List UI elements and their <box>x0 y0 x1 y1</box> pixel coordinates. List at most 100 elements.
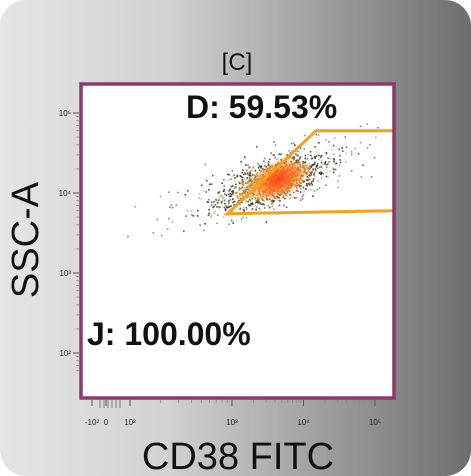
scatter-point <box>241 186 243 188</box>
scatter-point <box>251 169 253 172</box>
scatter-point <box>255 209 257 211</box>
scatter-point <box>170 204 173 206</box>
scatter-point <box>244 190 247 193</box>
scatter-point <box>238 200 240 202</box>
scatter-point <box>156 218 158 221</box>
scatter-point <box>318 134 320 136</box>
scatter-point <box>229 195 232 198</box>
scatter-point <box>227 200 230 202</box>
scatter-point <box>238 189 240 191</box>
scatter-point <box>289 197 291 200</box>
scatter-point <box>221 194 223 197</box>
scatter-point <box>232 190 234 193</box>
scatter-point <box>229 188 231 191</box>
scatter-point <box>224 207 227 210</box>
scatter-point <box>221 200 223 203</box>
scatter-point <box>279 199 281 202</box>
scatter-point <box>315 155 318 157</box>
scatter-point <box>242 192 244 195</box>
scatter-point <box>175 204 178 207</box>
scatter-point <box>311 183 314 186</box>
scatter-point <box>366 146 369 149</box>
scatter-point <box>209 183 211 185</box>
scatter-point <box>339 161 342 164</box>
scatter-point <box>243 210 245 212</box>
scatter-point <box>334 168 337 171</box>
scatter-point <box>314 155 316 158</box>
scatter-point <box>332 168 335 171</box>
scatter-point <box>245 186 248 188</box>
x-axis-label: CD38 FITC <box>142 436 334 476</box>
scatter-point <box>337 186 340 189</box>
scatter-point <box>245 206 247 209</box>
scatter-point <box>228 173 230 176</box>
scatter-point <box>246 188 248 191</box>
scatter-point <box>301 198 304 200</box>
scatter-point <box>272 203 274 206</box>
scatter-point <box>299 199 302 202</box>
scatter-point <box>233 200 235 203</box>
scatter-point <box>232 192 235 195</box>
scatter-point <box>244 182 247 184</box>
scatter-point <box>306 182 308 185</box>
scatter-point <box>233 204 235 206</box>
scatter-point <box>324 161 327 164</box>
scatter-point <box>223 206 226 209</box>
scatter-point <box>247 180 249 183</box>
scatter-point <box>297 150 299 153</box>
scatter-point <box>230 185 232 188</box>
density-hotspot <box>247 155 311 204</box>
scatter-point <box>328 141 330 143</box>
scatter-point <box>242 176 244 179</box>
scatter-point <box>314 168 317 170</box>
scatter-point <box>339 155 341 157</box>
scatter-point <box>252 167 254 169</box>
scatter-point <box>223 190 225 192</box>
scatter-point <box>203 229 205 232</box>
scatter-point <box>185 215 187 217</box>
scatter-point <box>373 157 376 159</box>
scatter-point <box>242 189 245 192</box>
scatter-point <box>258 165 261 167</box>
scatter-point <box>377 127 379 129</box>
scatter-point <box>257 167 260 169</box>
scatter-point <box>247 181 250 184</box>
scatter-point <box>267 161 270 163</box>
scatter-point <box>295 153 297 156</box>
scatter-point <box>325 153 328 155</box>
scatter-point <box>190 209 192 212</box>
scatter-point <box>184 193 187 196</box>
scatter-point <box>310 154 312 157</box>
scatter-point <box>304 188 307 190</box>
scatter-point <box>204 223 206 225</box>
scatter-point <box>257 163 260 165</box>
scatter-point <box>274 157 276 159</box>
scatter-point <box>341 147 343 149</box>
scatter-point <box>246 172 249 175</box>
scatter-point <box>303 186 305 188</box>
scatter-point <box>304 157 306 160</box>
scatter-point <box>270 152 272 154</box>
scatter-point <box>134 206 137 208</box>
scatter-point <box>333 158 336 161</box>
scatter-point <box>223 178 225 181</box>
scatter-point <box>314 146 316 148</box>
scatter-point <box>237 197 239 200</box>
scatter-point <box>208 189 210 191</box>
scatter-point <box>311 171 313 173</box>
scatter-point <box>198 197 200 199</box>
scatter-point <box>229 198 232 201</box>
scatter-point <box>218 198 220 200</box>
scatter-point <box>238 195 241 197</box>
scatter-point <box>309 184 311 186</box>
scatter-point <box>231 190 233 193</box>
scatter-point <box>220 202 223 204</box>
scatter-point <box>267 205 270 207</box>
scatter-point <box>332 167 334 170</box>
scatter-point <box>240 218 243 220</box>
scatter-point <box>223 185 225 187</box>
scatter-point <box>306 185 309 187</box>
y-tick-label: 10³ <box>59 269 71 278</box>
scatter-point <box>168 217 170 220</box>
scatter-point <box>208 212 210 215</box>
